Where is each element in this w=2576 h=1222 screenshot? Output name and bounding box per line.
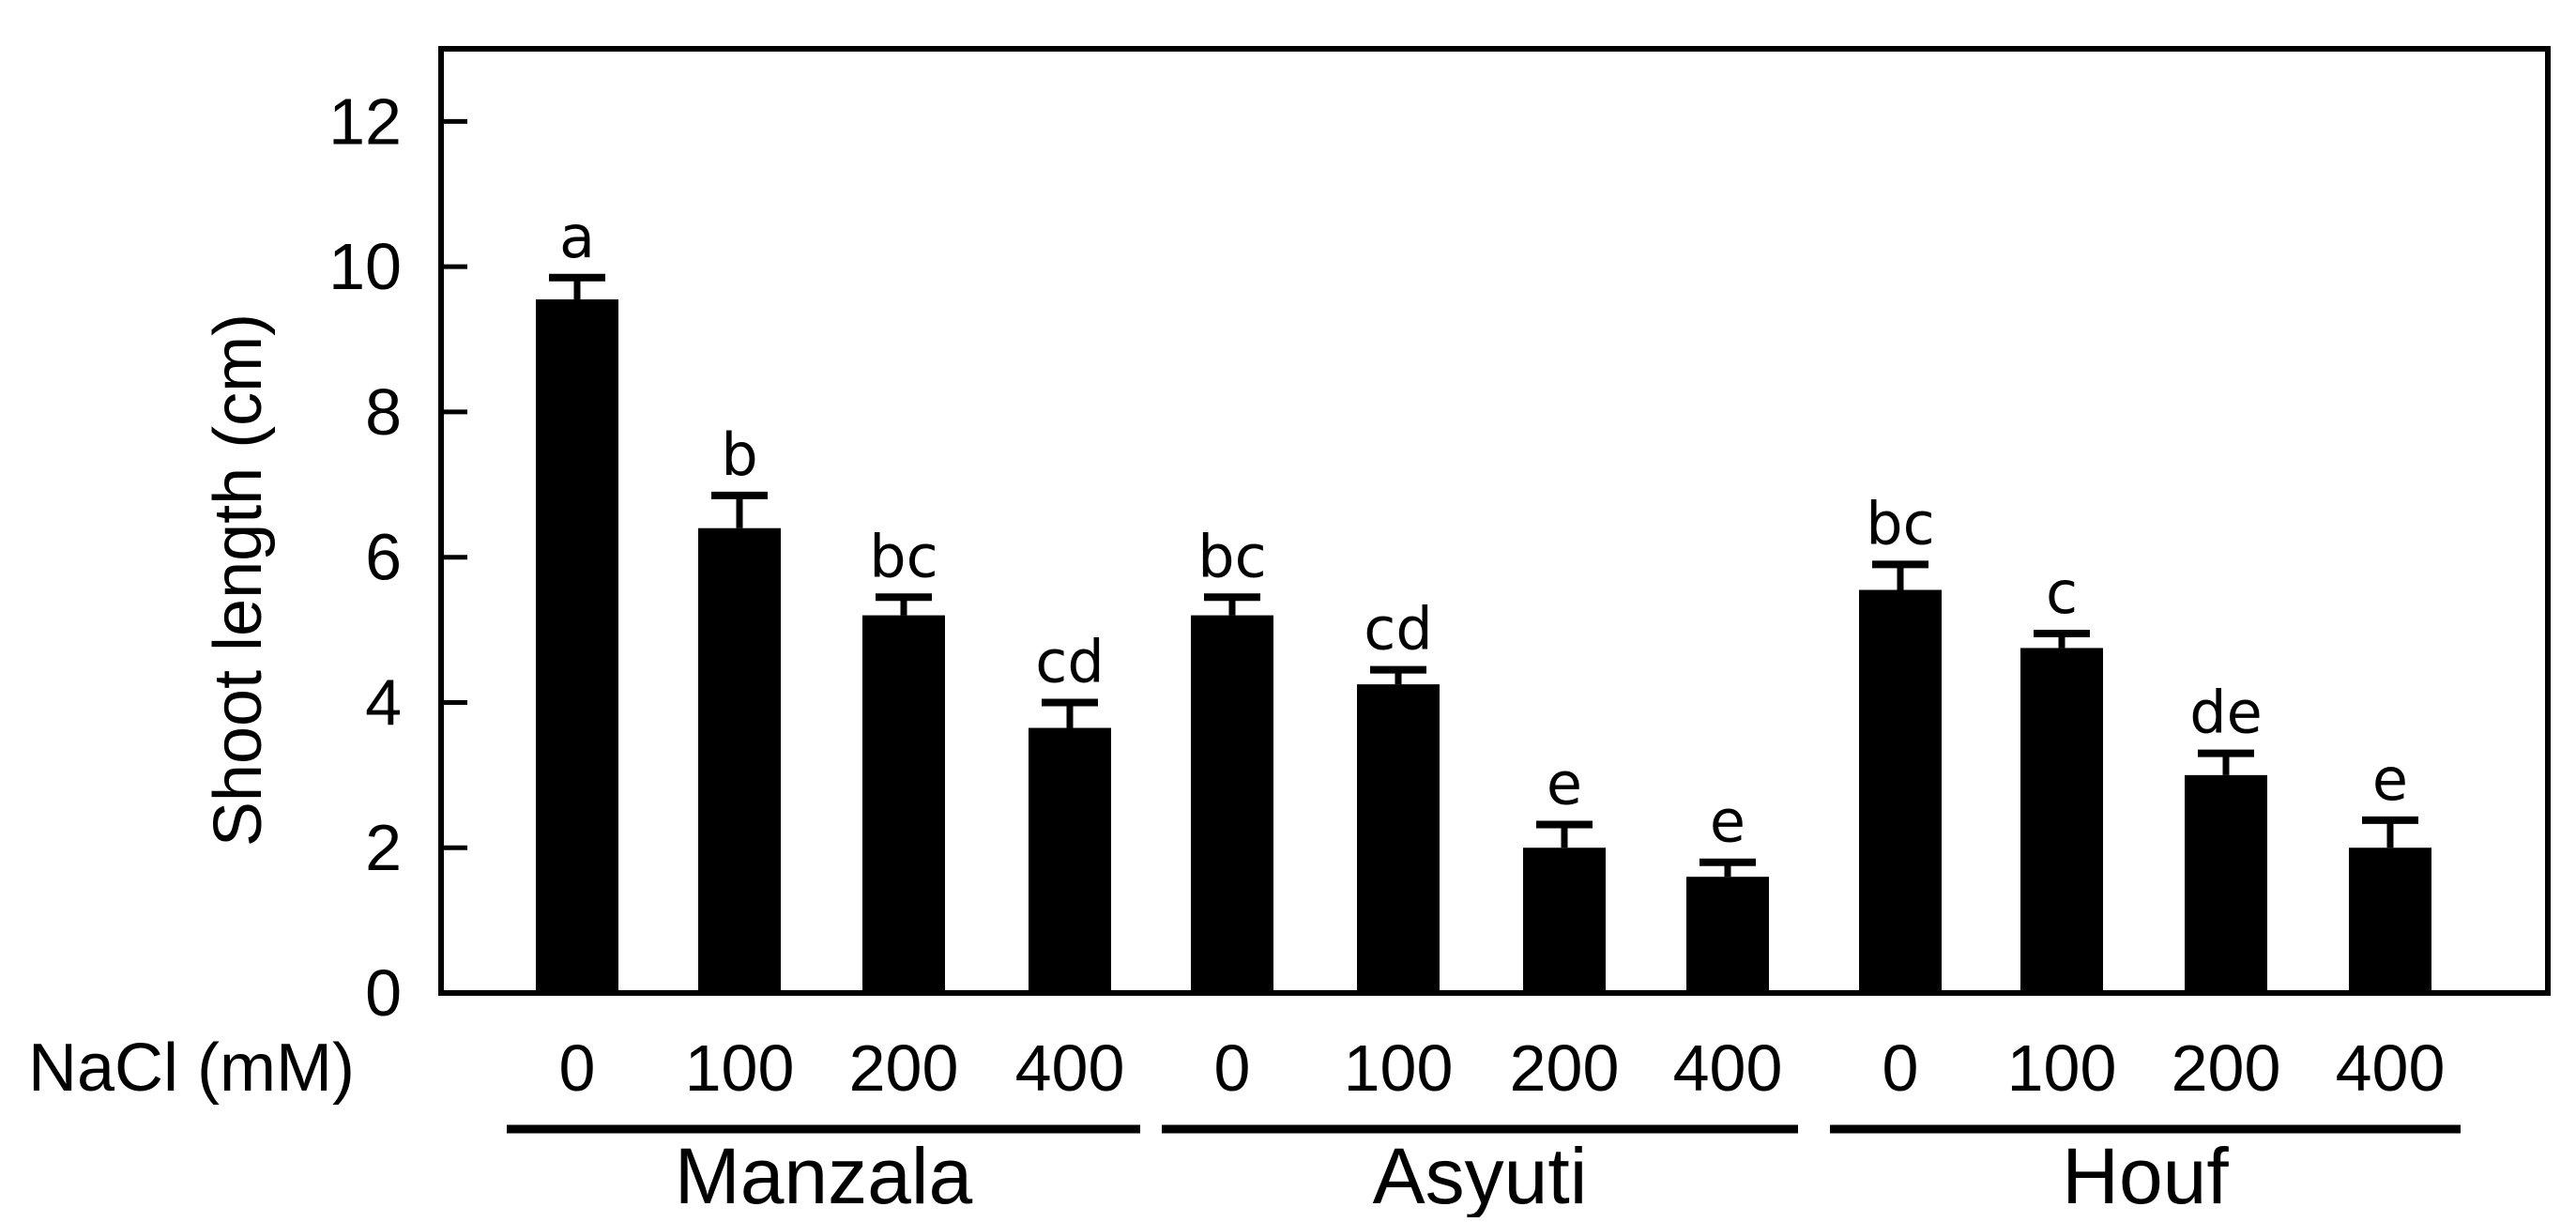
group-label: Asyuti	[1373, 1132, 1588, 1217]
x-tick-label: 100	[685, 1031, 795, 1105]
significance-letter: cd	[1364, 595, 1432, 664]
bar	[1191, 615, 1273, 993]
bar	[862, 615, 945, 993]
significance-letter: b	[721, 420, 757, 489]
bar	[536, 298, 618, 993]
y-tick-label: 4	[365, 665, 402, 739]
x-tick-label: 0	[1214, 1031, 1251, 1105]
x-tick-label: 100	[2007, 1031, 2117, 1105]
x-tick-label: 400	[2336, 1031, 2446, 1105]
bar	[2185, 774, 2267, 993]
x-tick-label: 0	[559, 1031, 596, 1105]
bar	[2020, 648, 2103, 993]
error-bars	[549, 273, 2418, 878]
x-tick-label: 200	[849, 1031, 959, 1105]
x-tick-label: 200	[2172, 1031, 2281, 1105]
significance-letter: e	[1710, 787, 1745, 856]
significance-letter: de	[2189, 679, 2263, 747]
axes: 0 2 4 6 8 10 12	[328, 46, 2551, 1030]
bar	[1357, 684, 1440, 993]
significance-letter: a	[559, 203, 595, 271]
x-tick-label: 400	[1673, 1031, 1783, 1105]
x-axis-label: NaCl (mM)	[28, 1031, 355, 1106]
group-labels: Manzala Asyuti Houf	[507, 1124, 2461, 1220]
significance-letter: bc	[1866, 489, 1934, 558]
x-tick-label: 100	[1344, 1031, 1454, 1105]
bar	[1686, 877, 1769, 993]
y-tick-label: 10	[328, 230, 402, 303]
plot-frame	[438, 46, 2551, 996]
y-tick-label: 0	[365, 956, 402, 1030]
group-label: Manzala	[675, 1132, 973, 1217]
y-tick-label: 12	[328, 84, 402, 158]
bar	[2349, 848, 2431, 993]
bar	[1523, 848, 1606, 993]
x-tick-labels: 0 100 200 400 0 100 200 400 0 100 200 400	[559, 1031, 2446, 1105]
significance-letter: bc	[869, 522, 937, 590]
bar	[1029, 727, 1111, 993]
significance-letter: cd	[1035, 627, 1104, 695]
bar	[1859, 589, 1942, 993]
bar	[698, 527, 781, 993]
y-axis-label: Shoot length (cm)	[201, 313, 276, 847]
significance-letter: e	[2372, 745, 2408, 814]
y-tick-label: 6	[365, 521, 402, 594]
significance-letter: c	[2046, 558, 2078, 627]
significance-letter: bc	[1197, 522, 1266, 590]
x-tick-label: 400	[1015, 1031, 1125, 1105]
significance-letter: e	[1547, 749, 1582, 817]
x-tick-label: 200	[1510, 1031, 1620, 1105]
bars	[536, 298, 2431, 993]
y-tick-label: 2	[365, 811, 402, 884]
x-tick-label: 0	[1882, 1031, 1919, 1105]
group-label: Houf	[2062, 1132, 2229, 1217]
y-tick-label: 8	[365, 375, 402, 449]
